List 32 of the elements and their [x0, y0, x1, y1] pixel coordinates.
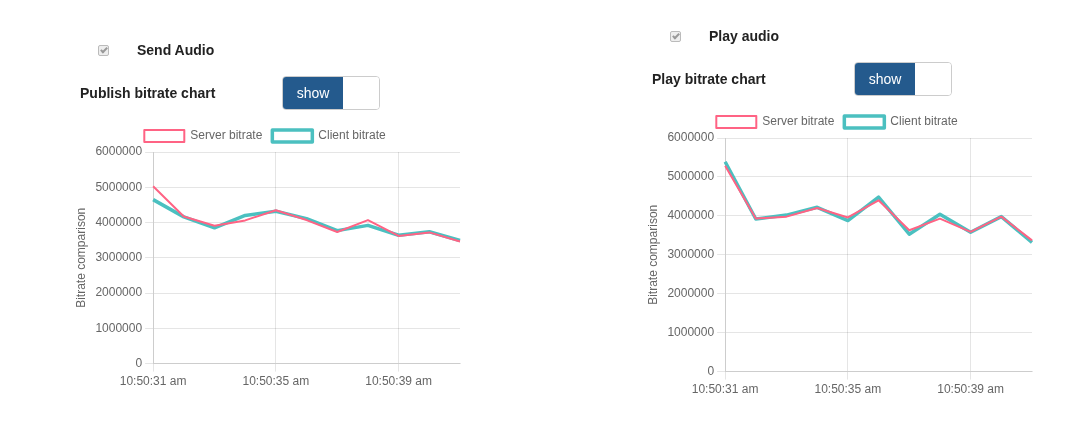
x-tick-label: 10:50:31 am	[119, 374, 187, 389]
chart-title: Play bitrate chart	[652, 71, 767, 87]
legend-label: Client bitrate	[890, 114, 959, 129]
y-tick-label: 1000000	[667, 324, 715, 339]
y-axis-title: Bitrate comparison	[645, 204, 660, 305]
y-tick-label: 2000000	[667, 286, 715, 301]
x-tick-label: 10:50:31 am	[691, 382, 759, 397]
text: Send Audio	[137, 42, 215, 58]
y-tick-label: 2000000	[95, 285, 143, 300]
y-axis-title: Bitrate comparison	[73, 207, 88, 308]
legend-label: Server bitrate	[190, 128, 263, 143]
y-tick-label: 6000000	[667, 130, 715, 145]
legend-label: Server bitrate	[762, 114, 835, 129]
chart-title: Publish bitrate chart	[80, 85, 217, 101]
y-tick-label: 4000000	[667, 208, 715, 223]
y-tick-label: 0	[135, 355, 143, 370]
x-tick-label: 10:50:39 am	[937, 382, 1004, 397]
y-tick-label: 5000000	[667, 169, 715, 184]
x-tick-label: 10:50:35 am	[242, 374, 310, 389]
text: Play audio	[709, 28, 780, 44]
y-tick-label: 6000000	[95, 144, 143, 159]
legend-label: Client bitrate	[318, 128, 387, 143]
y-tick-label: 4000000	[95, 214, 143, 229]
y-tick-label: 3000000	[95, 250, 143, 265]
y-tick-label: 1000000	[95, 320, 143, 335]
x-tick-label: 10:50:35 am	[814, 382, 882, 397]
toggle-switch: show	[282, 76, 380, 110]
toggle-switch: show	[854, 62, 952, 96]
y-tick-label: 0	[707, 363, 715, 378]
x-tick-label: 10:50:39 am	[365, 374, 432, 389]
y-tick-label: 5000000	[95, 179, 143, 194]
y-tick-label: 3000000	[667, 247, 715, 262]
